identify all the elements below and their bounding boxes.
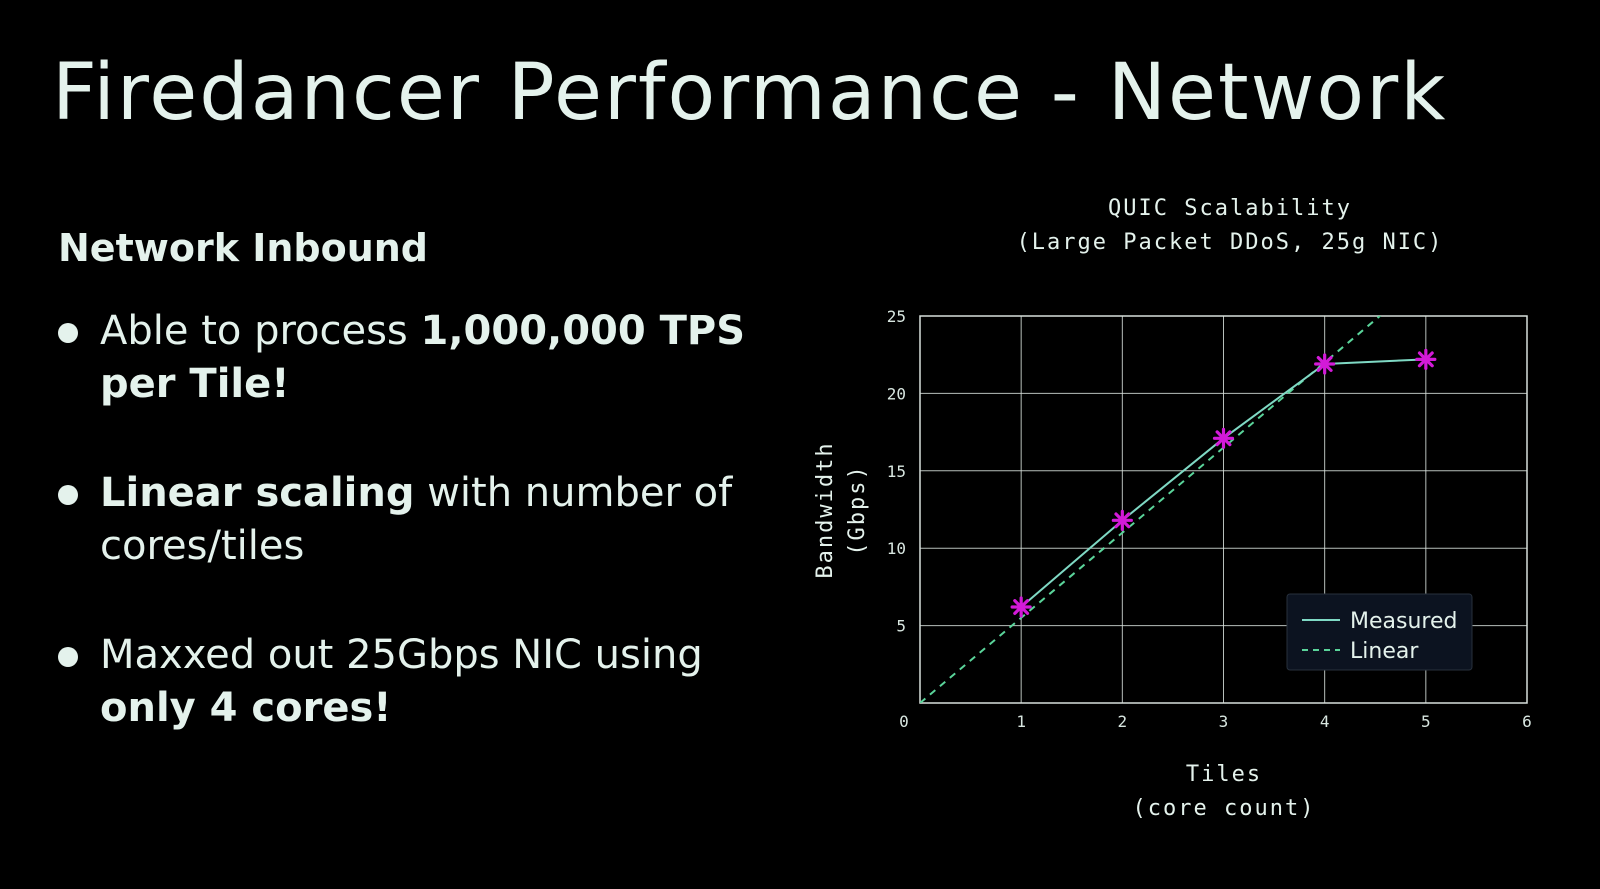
y-axis-sublabel: (Gbps) xyxy=(845,464,870,555)
x-tick-label: 2 xyxy=(1118,712,1128,731)
section-heading: Network Inbound xyxy=(58,226,428,270)
bullet-throughput: Able to process 1,000,000 TPS per Tile! xyxy=(56,305,796,411)
chart-grid xyxy=(919,315,1528,704)
bullet-nic: Maxxed out 25Gbps NIC using only 4 cores… xyxy=(56,629,796,735)
marker-core xyxy=(1118,516,1127,525)
marker-core xyxy=(1219,434,1228,443)
x-tick-label: 5 xyxy=(1421,712,1431,731)
data-point-marker xyxy=(1010,596,1032,618)
y-tick-label: 20 xyxy=(887,384,906,403)
bullet-list: Able to process 1,000,000 TPS per Tile! … xyxy=(56,305,796,735)
data-point-marker xyxy=(1415,348,1437,370)
x-tick-label: 6 xyxy=(1522,712,1532,731)
y-tick-label: 15 xyxy=(887,462,906,481)
data-point-marker xyxy=(1111,509,1133,531)
y-tick-label: 10 xyxy=(887,539,906,558)
legend-box xyxy=(1286,593,1473,671)
chart-markers xyxy=(1010,348,1437,618)
bullet-dot-icon xyxy=(58,323,78,343)
bullet-emphasis: 1,000,000 TPS per Tile! xyxy=(100,308,746,407)
y-axis-label: Bandwidth xyxy=(813,441,838,578)
data-point-marker xyxy=(1212,427,1235,449)
bullet-text: Able to process xyxy=(100,308,421,354)
bullet-dot-icon xyxy=(58,647,78,667)
chart-legend: Measured Linear xyxy=(1286,593,1473,671)
x-tick-label: 3 xyxy=(1219,712,1229,731)
legend-linear-label: Linear xyxy=(1350,639,1419,664)
marker-core xyxy=(1421,355,1430,364)
y-tick-label: 25 xyxy=(887,307,906,326)
bullet-dot-icon xyxy=(58,485,78,505)
x-tick-label: 4 xyxy=(1320,712,1330,731)
y-tick-label: 5 xyxy=(896,617,906,636)
chart-ticks: 0 1 2 3 4 5 6 5 10 15 20 25 xyxy=(887,307,1532,731)
bullet-emphasis: Linear scaling xyxy=(100,470,415,516)
bullet-text: Maxxed out 25Gbps NIC using xyxy=(100,632,703,678)
x-tick-label: 0 xyxy=(899,712,909,731)
x-axis-label: Tiles xyxy=(1186,762,1262,787)
x-tick-label: 1 xyxy=(1016,712,1026,731)
legend-measured-label: Measured xyxy=(1350,609,1457,634)
chart-title: QUIC Scalability xyxy=(1108,196,1352,221)
x-axis-sublabel: (core count) xyxy=(1133,796,1316,821)
data-point-marker xyxy=(1314,353,1336,375)
slide-title: Firedancer Performance - Network xyxy=(52,48,1448,138)
marker-core xyxy=(1017,603,1026,612)
marker-core xyxy=(1320,359,1329,368)
bullet-emphasis: only 4 cores! xyxy=(100,685,392,731)
bullet-text: with number of cores/tiles xyxy=(100,470,733,569)
chart-subtitle: (Large Packet DDoS, 25g NIC) xyxy=(1016,230,1444,255)
bullet-scaling: Linear scaling with number of cores/tile… xyxy=(56,467,796,573)
